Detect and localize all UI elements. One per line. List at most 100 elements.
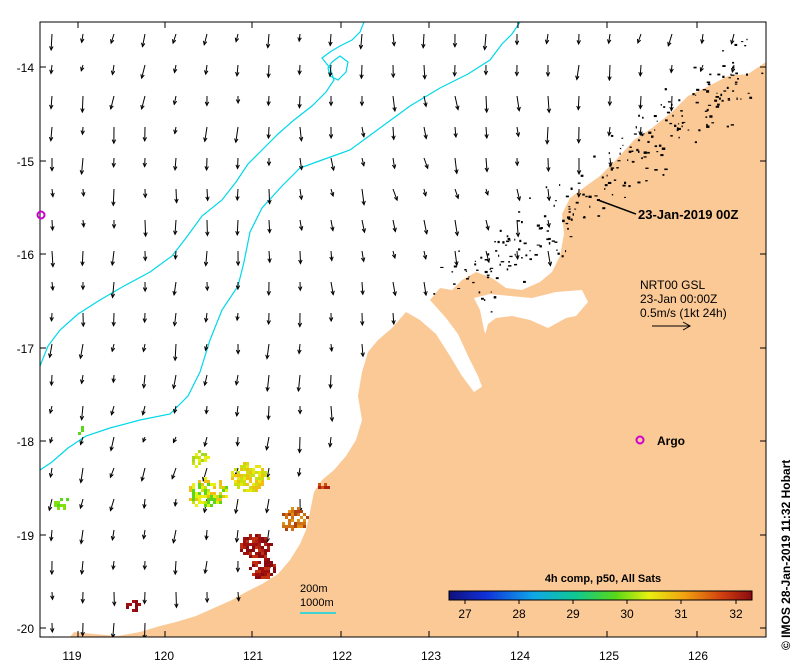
current-vector bbox=[111, 560, 116, 571]
sst-pixel bbox=[195, 492, 198, 495]
sst-pixel bbox=[246, 474, 249, 477]
current-vector bbox=[266, 405, 271, 421]
reef-speck bbox=[610, 134, 614, 137]
current-vector bbox=[173, 219, 178, 236]
reef-speck bbox=[525, 254, 528, 257]
sst-pixel bbox=[213, 498, 216, 501]
sst-pixel bbox=[291, 519, 294, 522]
current-vector bbox=[235, 64, 240, 77]
current-vector bbox=[330, 281, 335, 296]
reef-speck bbox=[523, 242, 527, 245]
reef-speck bbox=[574, 208, 577, 210]
reef-speck bbox=[507, 237, 511, 241]
sst-pixel bbox=[213, 501, 216, 504]
current-vector bbox=[80, 64, 85, 72]
current-vector bbox=[423, 157, 429, 170]
reef-speck bbox=[490, 291, 492, 293]
current-vector bbox=[173, 126, 178, 135]
longitude-labels: 119 120 121 122 123 124 125 126 bbox=[62, 649, 708, 663]
current-vector bbox=[174, 591, 179, 609]
current-vector bbox=[80, 250, 85, 267]
sst-pixel bbox=[300, 525, 303, 528]
current-vector bbox=[204, 157, 209, 172]
colorbar-tick-label: 28 bbox=[512, 607, 526, 621]
reef-speck bbox=[633, 133, 637, 135]
reef-speck bbox=[628, 185, 631, 188]
reef-speck bbox=[619, 147, 622, 150]
sst-pixel bbox=[264, 549, 267, 552]
sst-pixel bbox=[135, 600, 138, 603]
current-vector bbox=[140, 64, 146, 80]
reef-speck bbox=[654, 145, 658, 148]
reef-speck bbox=[458, 250, 460, 252]
reef-speck bbox=[637, 181, 641, 184]
sst-pixel bbox=[303, 522, 306, 525]
sst-pixel bbox=[195, 498, 198, 501]
reef-speck bbox=[572, 213, 574, 216]
colorbar-tick-label: 31 bbox=[674, 607, 688, 621]
sst-pixel bbox=[252, 573, 255, 576]
axis-ticks bbox=[40, 22, 766, 637]
sst-pixel bbox=[273, 564, 276, 567]
current-vector bbox=[391, 250, 397, 260]
reef-speck bbox=[736, 97, 738, 100]
colorbar-ticks bbox=[464, 600, 737, 604]
reef-speck bbox=[707, 83, 711, 86]
current-vector bbox=[298, 250, 303, 265]
current-vector bbox=[576, 95, 581, 111]
sst-pixel bbox=[294, 510, 297, 513]
current-vector bbox=[49, 312, 54, 323]
lon-tick-label: 125 bbox=[599, 649, 619, 663]
reef-speck bbox=[508, 261, 510, 263]
current-vector bbox=[110, 405, 115, 416]
reef-speck bbox=[478, 291, 481, 294]
reef-speck bbox=[707, 104, 712, 106]
sst-pixel bbox=[198, 450, 201, 453]
reef-speck bbox=[534, 254, 538, 256]
colorbar-tick-label: 27 bbox=[458, 607, 472, 621]
sst-pixel bbox=[264, 561, 267, 564]
current-vector bbox=[173, 343, 178, 362]
current-vector bbox=[329, 343, 334, 353]
sst-pixel bbox=[255, 546, 258, 549]
current-vector bbox=[79, 467, 84, 484]
sst-pixel bbox=[318, 483, 321, 486]
sst-pixel bbox=[306, 516, 309, 519]
current-vector bbox=[328, 436, 333, 448]
sst-pixel bbox=[135, 603, 138, 606]
sst-pixel bbox=[243, 465, 246, 468]
reef-speck bbox=[647, 151, 650, 154]
reef-speck bbox=[514, 238, 516, 241]
sst-pixel bbox=[252, 540, 255, 543]
sst-pixel bbox=[213, 495, 216, 498]
current-vector bbox=[142, 591, 147, 605]
reef-speck bbox=[568, 211, 571, 213]
sst-pixel bbox=[207, 492, 210, 495]
sst-pixel bbox=[237, 477, 240, 480]
sst-pixel bbox=[291, 510, 294, 513]
current-vector bbox=[204, 405, 209, 415]
sst-pixel bbox=[249, 489, 252, 492]
sst-pixel bbox=[255, 471, 258, 474]
current-vector bbox=[203, 560, 208, 575]
current-vector bbox=[172, 436, 177, 444]
sst-pixel bbox=[258, 471, 261, 474]
lat-tick-label: -17 bbox=[17, 342, 35, 356]
sst-pixel bbox=[198, 486, 201, 489]
sst-pixel bbox=[249, 474, 252, 477]
reef-speck bbox=[556, 249, 558, 251]
reef-speck bbox=[651, 135, 654, 138]
current-vector bbox=[49, 436, 54, 444]
current-vector bbox=[80, 622, 85, 637]
reef-speck bbox=[494, 241, 496, 243]
current-vector bbox=[235, 95, 241, 105]
current-vector bbox=[328, 64, 333, 78]
current-vector bbox=[142, 436, 147, 443]
reef-speck bbox=[726, 86, 729, 89]
current-vector bbox=[234, 529, 240, 544]
reef-speck bbox=[720, 93, 723, 97]
reef-speck bbox=[681, 115, 683, 117]
sst-pixel bbox=[300, 522, 303, 525]
current-vector bbox=[203, 126, 208, 143]
sst-pixel bbox=[252, 546, 255, 549]
